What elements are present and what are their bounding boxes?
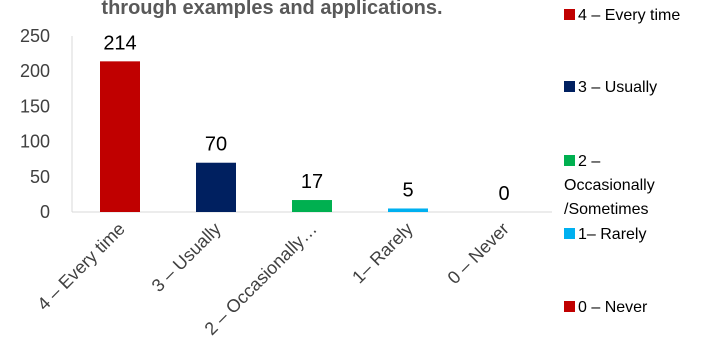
category-label: 4 – Every time <box>33 219 128 314</box>
category-label: 1– Rarely <box>348 219 417 288</box>
legend-label: 4 – Every time <box>578 7 680 24</box>
data-label: 214 <box>103 32 136 54</box>
legend-item: 1– Rarely <box>564 226 646 243</box>
category-label: 3 – Usually <box>148 219 225 296</box>
data-label: 5 <box>402 179 413 201</box>
legend-swatch <box>564 9 575 20</box>
y-tick-label: 100 <box>20 132 50 152</box>
bar <box>292 200 332 212</box>
bar <box>100 61 140 213</box>
legend-label: /Sometimes <box>564 201 648 218</box>
legend-swatch <box>564 228 575 239</box>
legend-swatch <box>564 301 575 312</box>
bars <box>100 61 428 213</box>
data-label: 17 <box>301 171 323 193</box>
legend-swatch <box>564 155 575 166</box>
legend: 4 – Every time 3 – Usually 2 – Occasionally… <box>564 7 680 316</box>
y-tick-label: 200 <box>20 61 50 81</box>
y-tick-label: 50 <box>30 167 50 187</box>
data-labels: 214 70 17 5 0 <box>103 32 509 205</box>
y-tick-label: 0 <box>40 202 50 222</box>
y-tick-label: 250 <box>20 26 50 46</box>
legend-label: 1– Rarely <box>578 226 646 243</box>
legend-item: 4 – Every time <box>564 7 680 24</box>
y-tick-labels: 0 50 100 150 200 250 <box>20 26 50 222</box>
data-label: 70 <box>205 134 227 156</box>
bar <box>196 162 236 212</box>
legend-swatch <box>564 81 575 92</box>
legend-label: 2 – <box>578 153 600 170</box>
legend-label: 0 – Never <box>578 299 648 316</box>
legend-item: 3 – Usually <box>564 79 657 96</box>
chart-title: through examples and applications. <box>101 0 442 19</box>
bar <box>388 208 428 212</box>
data-label: 0 <box>498 183 509 205</box>
y-tick-label: 150 <box>20 96 50 116</box>
category-label: 0 – Never <box>443 219 512 288</box>
legend-label: Occasionally <box>564 177 655 194</box>
legend-label: 3 – Usually <box>578 79 657 96</box>
legend-item: 0 – Never <box>564 299 648 316</box>
legend-item: 2 – Occasionally/Sometimes <box>564 153 655 218</box>
